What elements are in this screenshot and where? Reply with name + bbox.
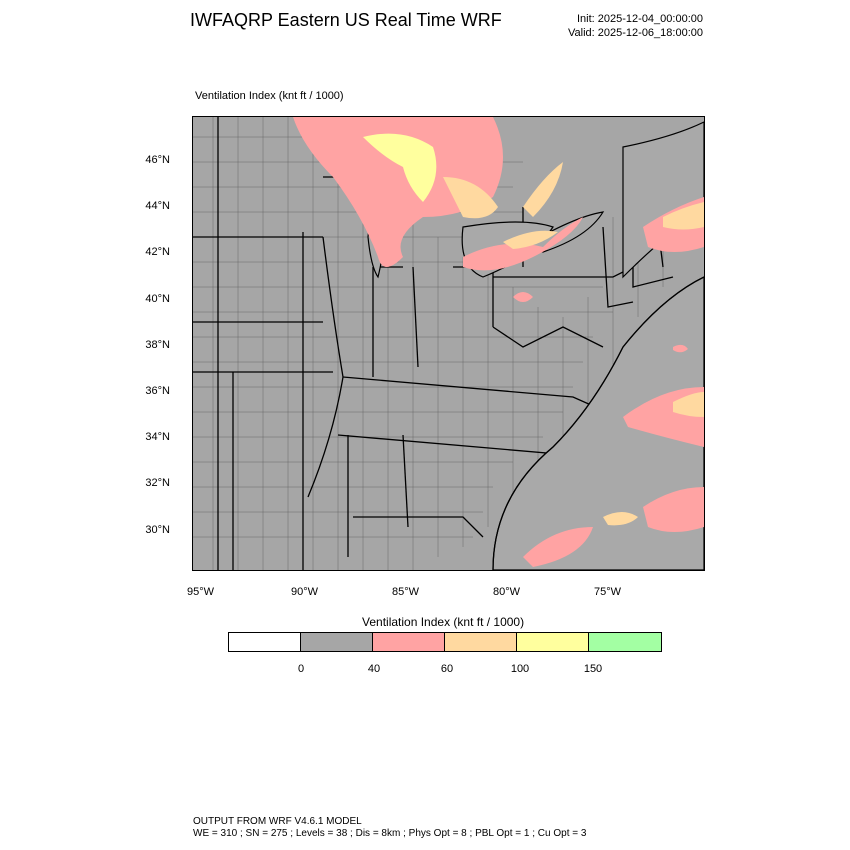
legend-swatch [445,633,517,651]
chart-title: IWFAQRP Eastern US Real Time WRF [190,10,502,30]
legend-tick: 60 [440,663,454,675]
lon-label-80: 80°W [493,586,521,598]
legend-tick: 100 [510,663,530,675]
lon-label-75: 75°W [594,586,622,598]
valid-time: Valid: 2025-12-06_18:00:00 [568,27,703,39]
model-info-line1: OUTPUT FROM WRF V4.6.1 MODEL [193,816,362,827]
lat-label-42: 42°N [145,246,170,258]
legend-swatch [301,633,373,651]
lat-label-34: 34°N [145,431,170,443]
lat-label-40: 40°N [145,293,170,305]
model-info-line2: WE = 310 ; SN = 275 ; Levels = 38 ; Dis … [193,828,587,839]
legend-swatch [517,633,589,651]
lon-label-95: 95°W [187,586,215,598]
legend-tick: 40 [367,663,381,675]
lat-label-38: 38°N [145,339,170,351]
lon-label-85: 85°W [392,586,420,598]
legend-tick: 150 [583,663,603,675]
map-svg [193,117,704,570]
lat-label-36: 36°N [145,385,170,397]
coastline [492,276,704,570]
map-panel [192,116,705,571]
legend-title: Ventilation Index (knt ft / 1000) [362,615,525,629]
legend-tick: 0 [297,663,305,675]
init-time: Init: 2025-12-04_00:00:00 [577,13,703,25]
legend-swatch [229,633,301,651]
legend-swatch [589,633,661,651]
lat-label-32: 32°N [145,477,170,489]
lon-label-90: 90°W [291,586,319,598]
plot-label: Ventilation Index (knt ft / 1000) [195,90,344,102]
lat-label-30: 30°N [145,524,170,536]
color-legend [228,632,662,652]
ventilation-regions [293,117,704,567]
legend-swatch [373,633,445,651]
lat-label-46: 46°N [145,154,170,166]
lat-label-44: 44°N [145,200,170,212]
